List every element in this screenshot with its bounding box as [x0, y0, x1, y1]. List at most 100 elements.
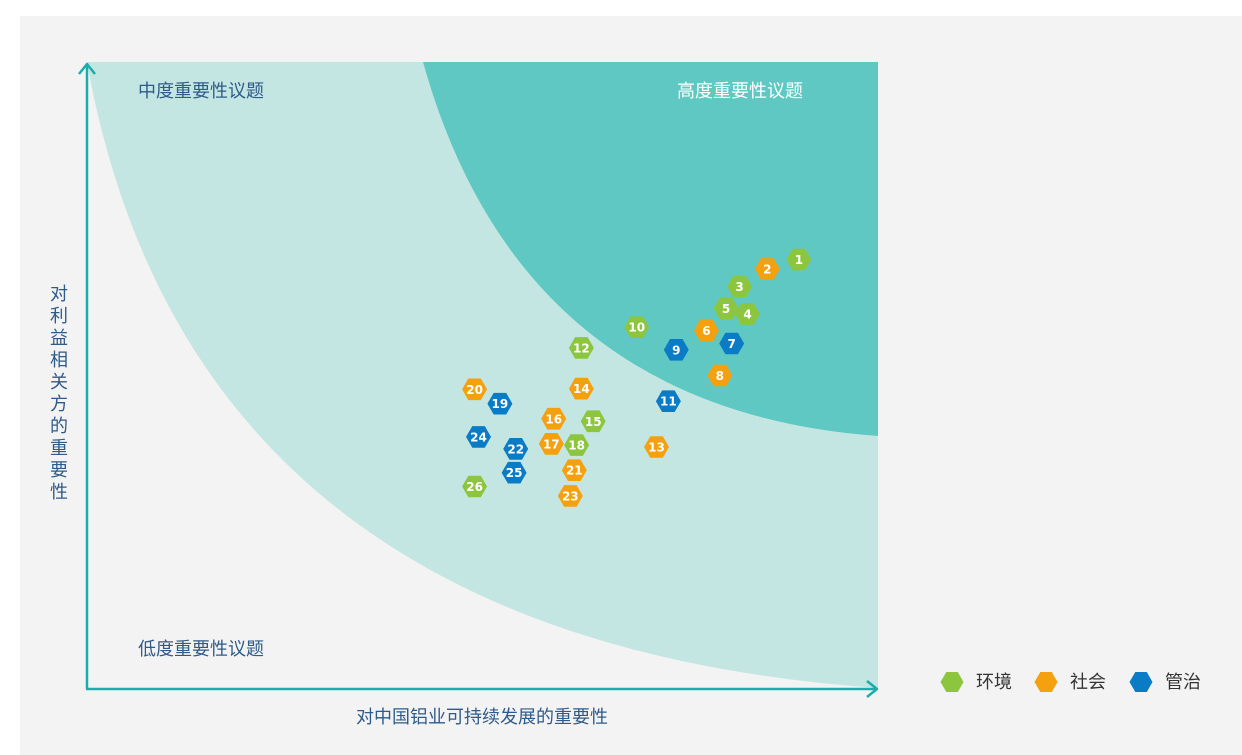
high-zone-band [423, 62, 878, 436]
point-17: 17 [538, 433, 564, 455]
point-label: 17 [543, 437, 560, 451]
point-marker [754, 258, 780, 280]
point-label: 26 [466, 480, 483, 494]
point-marker [655, 390, 681, 412]
point-8: 8 [707, 364, 733, 387]
point-21: 21 [561, 459, 587, 481]
point-label: 15 [585, 415, 602, 429]
y-axis-arrow [78, 62, 96, 75]
point-16: 16 [541, 407, 567, 430]
point-label: 6 [702, 324, 710, 338]
legend-item: 管治 [1129, 672, 1201, 693]
legend-label: 管治 [1165, 672, 1201, 693]
point-marker [487, 392, 513, 415]
point-label: 7 [728, 337, 736, 351]
point-9: 9 [663, 339, 689, 361]
point-label: 23 [562, 489, 579, 503]
point-15: 15 [580, 410, 606, 433]
point-marker [466, 426, 491, 448]
point-label: 18 [568, 439, 585, 453]
point-label: 10 [628, 321, 645, 335]
point-marker [561, 459, 587, 481]
point-marker [557, 485, 583, 507]
point-marker [735, 303, 760, 325]
zone-label-medium: 中度重要性议题 [138, 81, 264, 102]
point-label: 1 [795, 253, 803, 267]
point-5: 5 [713, 297, 739, 320]
point-label: 25 [506, 466, 523, 480]
point-marker [663, 339, 689, 361]
y-axis-label: 对利益相关方的重要性 [50, 284, 68, 503]
point-20: 20 [462, 378, 488, 401]
point-marker [707, 364, 733, 387]
point-13: 13 [644, 436, 669, 458]
point-6: 6 [693, 319, 719, 342]
point-marker [713, 297, 739, 320]
point-marker [568, 337, 594, 359]
legend-marker [1129, 672, 1153, 692]
point-marker [501, 461, 527, 484]
legend-item: 社会 [1034, 672, 1106, 693]
point-2: 2 [754, 258, 780, 280]
point-label: 24 [470, 430, 487, 444]
point-label: 14 [573, 382, 590, 396]
x-axis-arrow [866, 680, 879, 698]
point-25: 25 [501, 461, 527, 484]
point-marker [693, 319, 719, 342]
point-marker [538, 433, 564, 455]
point-1: 1 [786, 248, 812, 271]
point-23: 23 [557, 485, 583, 507]
point-24: 24 [466, 426, 491, 448]
point-26: 26 [462, 475, 488, 498]
legend: 环境 社会 管治 [940, 672, 1201, 693]
point-marker [462, 475, 488, 498]
point-marker [727, 275, 753, 298]
point-label: 22 [507, 442, 524, 456]
legend-label: 环境 [976, 672, 1012, 693]
point-marker [786, 248, 812, 271]
point-marker [462, 378, 488, 401]
point-label: 19 [492, 397, 509, 411]
legend-item: 环境 [940, 672, 1012, 693]
zone-bands [87, 62, 878, 688]
point-4: 4 [735, 303, 760, 325]
point-18: 18 [564, 434, 590, 456]
point-3: 3 [727, 275, 753, 298]
point-marker [644, 436, 669, 458]
point-10: 10 [624, 316, 650, 338]
point-label: 4 [743, 308, 751, 322]
point-marker [503, 438, 529, 460]
x-axis-label: 对中国铝业可持续发展的重要性 [356, 707, 608, 728]
zone-label-low: 低度重要性议题 [138, 639, 264, 660]
legend-label: 社会 [1070, 672, 1106, 693]
point-label: 2 [763, 262, 771, 276]
point-label: 8 [716, 369, 724, 383]
point-marker [719, 332, 745, 355]
point-label: 11 [660, 395, 677, 409]
point-marker [568, 377, 594, 400]
legend-marker [940, 672, 964, 692]
point-label: 21 [566, 464, 583, 478]
point-11: 11 [655, 390, 681, 412]
point-19: 19 [487, 392, 513, 415]
point-label: 20 [466, 383, 483, 397]
point-label: 3 [735, 280, 743, 294]
point-14: 14 [568, 377, 594, 400]
legend-marker [1034, 672, 1058, 692]
point-7: 7 [719, 332, 745, 355]
point-marker [564, 434, 590, 456]
point-12: 12 [568, 337, 594, 359]
axes [78, 62, 879, 698]
point-marker [580, 410, 606, 433]
point-label: 16 [545, 412, 562, 426]
point-label: 5 [722, 302, 730, 316]
point-marker [624, 316, 650, 338]
point-label: 9 [672, 343, 680, 357]
point-label: 13 [648, 441, 665, 455]
point-22: 22 [503, 438, 529, 460]
point-marker [541, 407, 567, 430]
zone-label-high: 高度重要性议题 [677, 81, 803, 102]
point-label: 12 [573, 341, 590, 355]
